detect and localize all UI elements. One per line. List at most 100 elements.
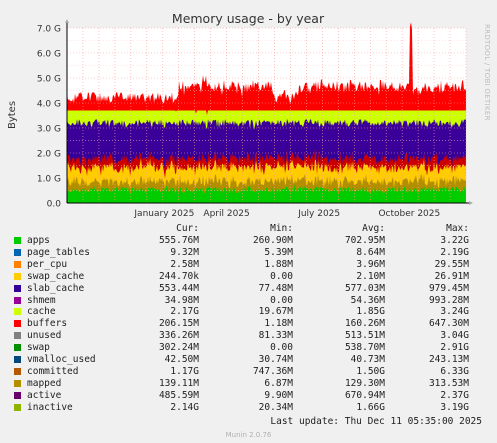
legend-cur-committed: 1.17G	[170, 365, 199, 377]
y-tick-label: 0.0	[47, 200, 62, 210]
legend-row-vmalloc_used: vmalloc_used 42.50M 30.74M 40.73M 243.13M	[0, 354, 497, 366]
legend-max-apps: 3.22G	[440, 235, 469, 246]
legend-cur-buffers: 206.15M	[158, 318, 199, 330]
legend-cur-page_tables: 9.32M	[170, 246, 199, 258]
legend-min-active: 9.90M	[264, 389, 293, 401]
legend-max-slab_cache: 979.45M	[428, 282, 469, 294]
legend-name-inactive: inactive	[27, 401, 73, 413]
legend-cur-shmem: 34.98M	[164, 294, 199, 306]
legend-swatch-shmem	[14, 296, 21, 304]
munin-version: Munin 2.0.76	[225, 431, 272, 439]
legend-min-committed: 747.36M	[252, 365, 293, 377]
legend-row-cache: cache 2.17G 19.67M 1.85G 3.24G	[0, 306, 497, 318]
legend-min-swap: 0.00	[270, 342, 293, 354]
legend-header-min: Min:	[270, 223, 293, 234]
y-tick-label: 2.0 G	[37, 150, 61, 160]
legend-min-cache: 19.67M	[258, 306, 293, 318]
y-tick-label: 5.0 G	[37, 75, 61, 85]
legend-avg-swap: 538.70M	[344, 342, 385, 354]
legend-max-swap_cache: 26.91M	[434, 270, 469, 282]
legend-cur-inactive: 2.14G	[170, 401, 199, 413]
legend-swatch-swap_cache	[14, 272, 21, 280]
legend-min-inactive: 20.34M	[258, 401, 293, 413]
legend-min-vmalloc_used: 30.74M	[258, 354, 293, 365]
legend-swatch-swap	[14, 344, 21, 352]
legend-swatch-slab_cache	[14, 284, 21, 292]
legend-cur-apps: 555.76M	[158, 235, 199, 246]
legend-name-cache: cache	[27, 306, 56, 318]
rrdtool-credit: RRDTOOL / TOBI OETIKER	[483, 24, 491, 121]
legend-max-active: 2.37G	[440, 389, 469, 401]
legend-row-per_cpu: per_cpu 2.58M 1.88M 3.96M 29.55M	[0, 259, 497, 271]
legend-avg-unused: 513.51M	[344, 330, 385, 342]
legend-row-mapped: mapped 139.11M 6.87M 129.30M 313.53M	[0, 378, 497, 390]
legend-max-committed: 6.33G	[440, 365, 469, 377]
legend-name-mapped: mapped	[27, 377, 62, 389]
legend-swatch-unused	[14, 332, 21, 340]
legend-cur-per_cpu: 2.58M	[170, 258, 199, 270]
legend-max-per_cpu: 29.55M	[434, 258, 469, 270]
legend-row-active: active 485.59M 9.90M 670.94M 2.37G	[0, 390, 497, 402]
y-tick-label: 6.0 G	[37, 50, 61, 60]
legend-cur-swap: 302.24M	[158, 342, 199, 354]
y-axis-label: Bytes	[7, 101, 18, 129]
legend-min-swap_cache: 0.00	[270, 270, 293, 282]
legend-avg-apps: 702.95M	[344, 235, 385, 246]
legend-swatch-mapped	[14, 379, 21, 387]
legend-max-mapped: 313.53M	[428, 377, 469, 389]
legend-cur-vmalloc_used: 42.50M	[164, 354, 199, 365]
legend-avg-committed: 1.50G	[356, 365, 385, 377]
legend-row-inactive: inactive 2.14G 20.34M 1.66G 3.19G	[0, 402, 497, 414]
legend-avg-shmem: 54.36M	[350, 294, 385, 306]
legend-avg-per_cpu: 3.96M	[356, 258, 385, 270]
legend-name-swap_cache: swap_cache	[27, 270, 85, 282]
legend-max-buffers: 647.30M	[428, 318, 469, 330]
legend-cur-cache: 2.17G	[170, 306, 199, 318]
legend-max-cache: 3.24G	[440, 306, 469, 318]
legend-avg-slab_cache: 577.03M	[344, 282, 385, 294]
legend-swatch-cache	[14, 308, 21, 316]
legend-swatch-buffers	[14, 320, 21, 328]
legend-name-swap: swap	[27, 342, 50, 354]
legend-name-buffers: buffers	[27, 318, 68, 330]
legend-swatch-inactive	[14, 403, 21, 411]
memory-chart: Memory usage - by year Bytes 0.0 1.0 G 2.0 G…	[7, 11, 473, 219]
x-tick-label: October 2025	[378, 209, 440, 219]
legend-cur-active: 485.59M	[158, 389, 199, 401]
legend-avg-buffers: 160.26M	[344, 318, 385, 330]
legend-row-page_tables: page_tables 9.32M 5.39M 8.64M 2.19G	[0, 247, 497, 259]
legend-max-shmem: 993.28M	[428, 294, 469, 306]
legend-swatch-page_tables	[14, 248, 21, 256]
legend-avg-vmalloc_used: 40.73M	[350, 354, 385, 365]
x-tick-label: July 2025	[297, 209, 340, 219]
legend-row-slab_cache: slab_cache 553.44M 77.48M 577.03M 979.45M	[0, 283, 497, 295]
y-tick-label: 4.0 G	[37, 100, 61, 110]
legend-name-committed: committed	[27, 365, 79, 377]
legend-min-unused: 81.33M	[258, 330, 293, 342]
legend-cur-slab_cache: 553.44M	[158, 282, 199, 294]
legend-name-apps: apps	[27, 235, 50, 246]
legend-name-vmalloc_used: vmalloc_used	[27, 354, 96, 365]
y-tick-label: 7.0 G	[37, 25, 61, 35]
legend-avg-inactive: 1.66G	[356, 401, 385, 413]
legend-row-shmem: shmem 34.98M 0.00 54.36M 993.28M	[0, 295, 497, 307]
legend-name-active: active	[27, 389, 62, 401]
legend-min-page_tables: 5.39M	[264, 246, 293, 258]
legend-cur-unused: 336.26M	[158, 330, 199, 342]
legend-swatch-active	[14, 391, 21, 399]
legend-name-shmem: shmem	[27, 294, 56, 306]
y-axis-arrow	[65, 19, 69, 23]
y-tick-label: 1.0 G	[37, 175, 61, 185]
y-tick-label: 3.0 G	[37, 125, 61, 135]
legend-min-mapped: 6.87M	[264, 377, 293, 389]
legend-min-apps: 260.90M	[252, 235, 293, 246]
legend-min-shmem: 0.00	[270, 294, 293, 306]
legend-row-swap: swap 302.24M 0.00 538.70M 2.91G	[0, 342, 497, 354]
legend-avg-active: 670.94M	[344, 389, 385, 401]
legend-max-unused: 3.04G	[440, 330, 469, 342]
legend-swatch-committed	[14, 367, 21, 375]
legend-row-buffers: buffers 206.15M 1.18M 160.26M 647.30M	[0, 318, 497, 330]
legend-name-page_tables: page_tables	[27, 246, 90, 258]
apps-area	[67, 184, 466, 203]
x-tick-label: January 2025	[133, 209, 194, 219]
